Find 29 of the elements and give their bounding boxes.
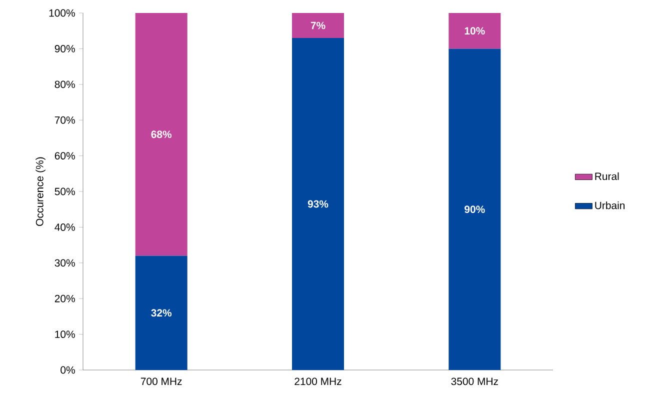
x-tick-label: 3500 MHz [451,378,498,386]
data-label: 7% [310,22,326,30]
y-tick-label: 40% [54,224,75,231]
y-tick-label: 30% [54,259,75,267]
data-label: 93% [308,200,328,208]
y-tick-label: 90% [54,45,75,52]
x-tick-label: 700 MHz [140,378,182,386]
data-label: 90% [464,206,485,214]
data-label: 68% [151,130,172,138]
legend-label: Urbain [595,201,625,210]
y-tick-label: 60% [54,152,75,160]
bar [292,12,344,38]
x-tick-label: 2100 MHz [294,378,342,386]
bar [135,256,188,370]
y-tick-label: 50% [54,188,75,196]
data-label: 10% [464,27,485,35]
bar [292,38,344,370]
y-tick-label: 20% [54,294,75,302]
data-label: 32% [151,309,172,317]
bar [135,12,188,256]
y-tick-label: 70% [54,116,75,124]
bar [448,12,501,49]
y-tick-label: 100% [49,9,75,17]
bar [448,48,501,370]
y-tick-label: 10% [55,330,75,338]
legend-label: Rural [595,172,619,180]
y-tick-label: 0% [60,366,75,374]
y-tick-label: 80% [54,80,75,88]
y-axis-title: Occurence (%) [36,157,46,226]
